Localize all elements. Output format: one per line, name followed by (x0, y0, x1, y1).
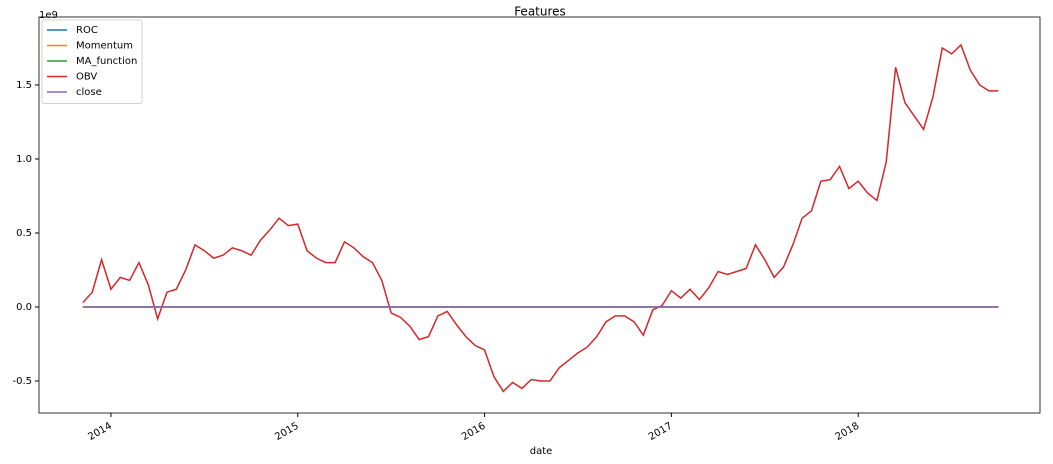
series-line (82, 43, 999, 393)
legend-label: OBV (76, 72, 97, 83)
legend-label: close (76, 87, 102, 98)
chart-title: Features (514, 5, 566, 19)
y-tick-label: 0.5 (16, 228, 32, 239)
y-tick-label: 0.0 (16, 302, 32, 313)
legend-label: MA_function (76, 56, 137, 67)
x-tick-label: 2014 (86, 421, 114, 443)
y-tick-label: 1.5 (16, 80, 32, 91)
x-tick-label: 2018 (834, 421, 862, 443)
x-tick-label: 2017 (647, 421, 675, 443)
y-tick-label: 1.0 (16, 154, 32, 165)
axes-frame (38, 16, 1041, 414)
x-tick-label: 2016 (460, 421, 488, 443)
legend-box (41, 19, 143, 104)
legend-label: Momentum (76, 41, 133, 52)
offset-label: 1e9 (39, 10, 58, 21)
legend-label: ROC (76, 25, 98, 36)
y-tick-label: -0.5 (12, 376, 32, 387)
x-tick-label: 2015 (273, 421, 301, 443)
x-axis-label: date (530, 446, 553, 457)
